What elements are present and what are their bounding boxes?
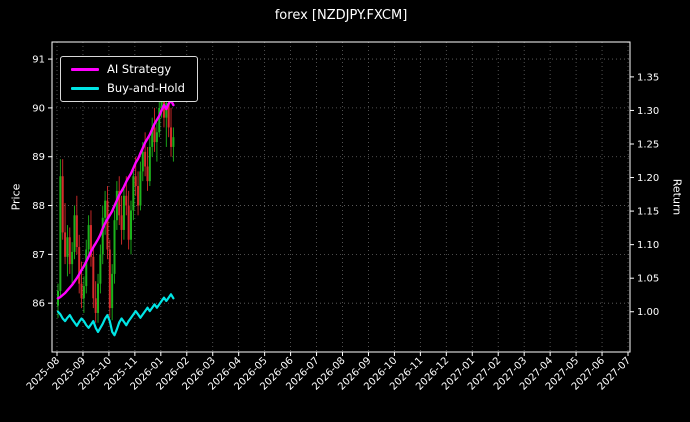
svg-text:1.20: 1.20	[637, 173, 659, 184]
buy-and-hold-line-swatch	[71, 86, 99, 90]
svg-text:1.25: 1.25	[637, 139, 659, 150]
ai-strategy-line-swatch	[71, 68, 99, 72]
legend-item-buy-and-hold: Buy-and-Hold	[71, 80, 185, 95]
svg-text:87: 87	[32, 250, 45, 261]
svg-text:88: 88	[32, 201, 45, 212]
legend-label-ai-strategy: AI Strategy	[107, 62, 172, 76]
chart-title: forex [NZDJPY.FXCM]	[274, 8, 408, 23]
legend-label-buy-and-hold: Buy-and-Hold	[107, 80, 185, 95]
svg-text:90: 90	[32, 103, 45, 114]
svg-text:91: 91	[32, 55, 45, 66]
svg-text:1.35: 1.35	[637, 72, 659, 83]
legend-item-ai-strategy: AI Strategy	[71, 62, 185, 76]
svg-text:1.10: 1.10	[637, 240, 659, 251]
svg-text:1.15: 1.15	[637, 207, 659, 218]
svg-text:86: 86	[32, 299, 45, 310]
legend: AI Strategy Buy-and-Hold	[60, 56, 198, 102]
svg-text:89: 89	[32, 152, 45, 163]
svg-text:1.05: 1.05	[637, 274, 659, 285]
left-axis-label: Price	[9, 183, 23, 211]
svg-text:1.30: 1.30	[637, 106, 659, 117]
svg-text:1.00: 1.00	[637, 307, 659, 318]
right-axis-label: Return	[670, 178, 684, 216]
